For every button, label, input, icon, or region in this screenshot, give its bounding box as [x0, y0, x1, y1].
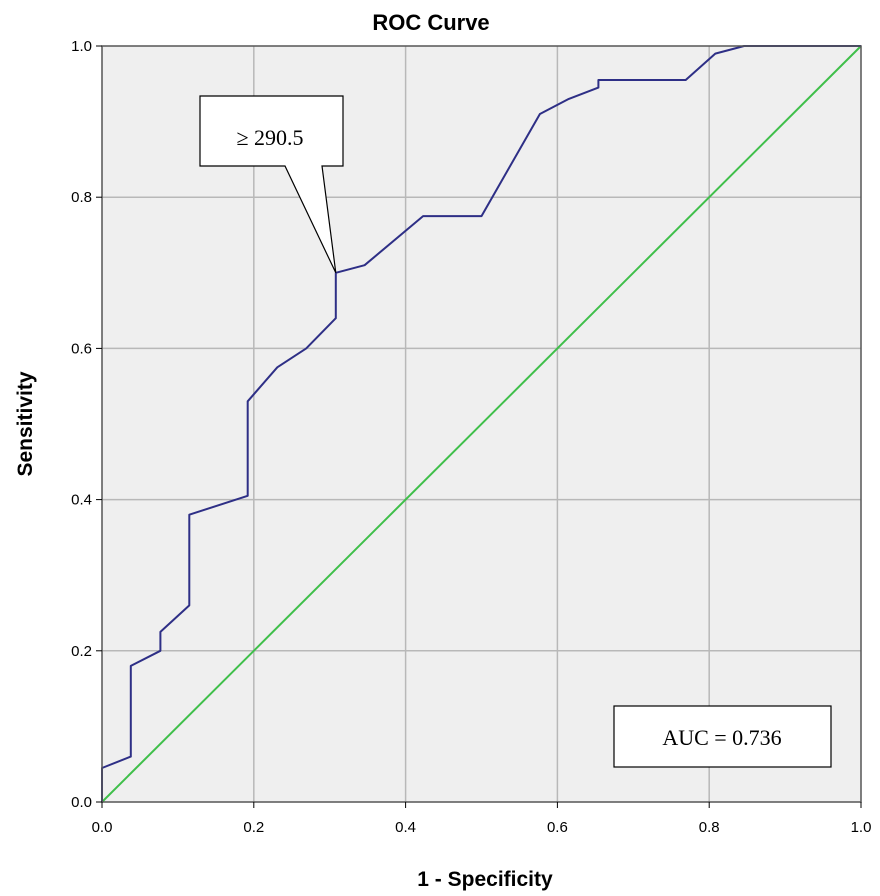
x-tick-label: 1.0 — [851, 819, 872, 836]
auc-box-frame — [613, 705, 832, 768]
x-tick-label: 0.6 — [547, 819, 568, 836]
auc-label: AUC = 0.736 — [662, 725, 781, 750]
x-tick-label: 0.4 — [395, 819, 416, 836]
y-tick-label: 0.8 — [71, 189, 92, 206]
plot-border — [101, 45, 862, 803]
y-tick-label: 0.2 — [71, 643, 92, 660]
y-axis-label: Sensitivity — [14, 371, 37, 476]
threshold-label: ≥ 290.5 — [236, 125, 303, 150]
threshold-callout: ≥ 290.5 — [199, 95, 344, 274]
tick-marks — [96, 45, 862, 808]
chart-title: ROC Curve — [372, 10, 489, 35]
callout-pointer — [199, 95, 344, 274]
y-tick-label: 0.4 — [71, 492, 92, 509]
grid — [102, 46, 861, 802]
y-tick-labels: 0.0 0.2 0.4 0.6 0.8 1.0 — [71, 38, 92, 811]
x-tick-label: 0.8 — [699, 819, 720, 836]
x-tick-labels: 0.0 0.2 0.4 0.6 0.8 1.0 — [92, 819, 872, 836]
auc-box: AUC = 0.736 — [613, 705, 832, 768]
reference-line — [101, 45, 862, 803]
roc-curve — [101, 45, 861, 802]
y-tick-label: 1.0 — [71, 38, 92, 55]
y-tick-label: 0.6 — [71, 340, 92, 357]
x-tick-label: 0.2 — [243, 819, 264, 836]
x-axis-label: 1 - Specificity — [417, 868, 553, 891]
x-tick-label: 0.0 — [92, 819, 113, 836]
y-tick-label: 0.0 — [71, 794, 92, 811]
